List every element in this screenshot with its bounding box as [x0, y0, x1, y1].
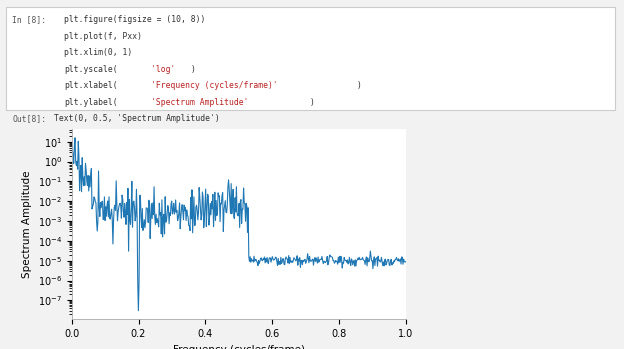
- Text: 'log': 'log': [151, 65, 175, 74]
- Text: plt.ylabel(: plt.ylabel(: [64, 98, 118, 106]
- Text: 'Frequency (cycles/frame)': 'Frequency (cycles/frame)': [151, 81, 278, 90]
- Y-axis label: Spectrum Amplitude: Spectrum Amplitude: [22, 170, 32, 278]
- Text: plt.figure(figsize = (10, 8)): plt.figure(figsize = (10, 8)): [64, 15, 205, 24]
- Text: Text(0, 0.5, 'Spectrum Amplitude'): Text(0, 0.5, 'Spectrum Amplitude'): [54, 114, 220, 123]
- Text: plt.yscale(: plt.yscale(: [64, 65, 118, 74]
- Text: plt.plot(f, Pxx): plt.plot(f, Pxx): [64, 32, 142, 41]
- Text: In [8]:: In [8]:: [12, 15, 46, 24]
- X-axis label: Frequency (cycles/frame): Frequency (cycles/frame): [173, 344, 305, 349]
- FancyBboxPatch shape: [6, 7, 615, 110]
- Text: plt.xlabel(: plt.xlabel(: [64, 81, 118, 90]
- Text: ): ): [357, 81, 361, 90]
- Text: plt.xlim(0, 1): plt.xlim(0, 1): [64, 48, 132, 57]
- Text: Out[8]:: Out[8]:: [12, 114, 46, 123]
- Text: ): ): [190, 65, 195, 74]
- Text: ): ): [310, 98, 314, 106]
- Text: 'Spectrum Amplitude': 'Spectrum Amplitude': [151, 98, 248, 106]
